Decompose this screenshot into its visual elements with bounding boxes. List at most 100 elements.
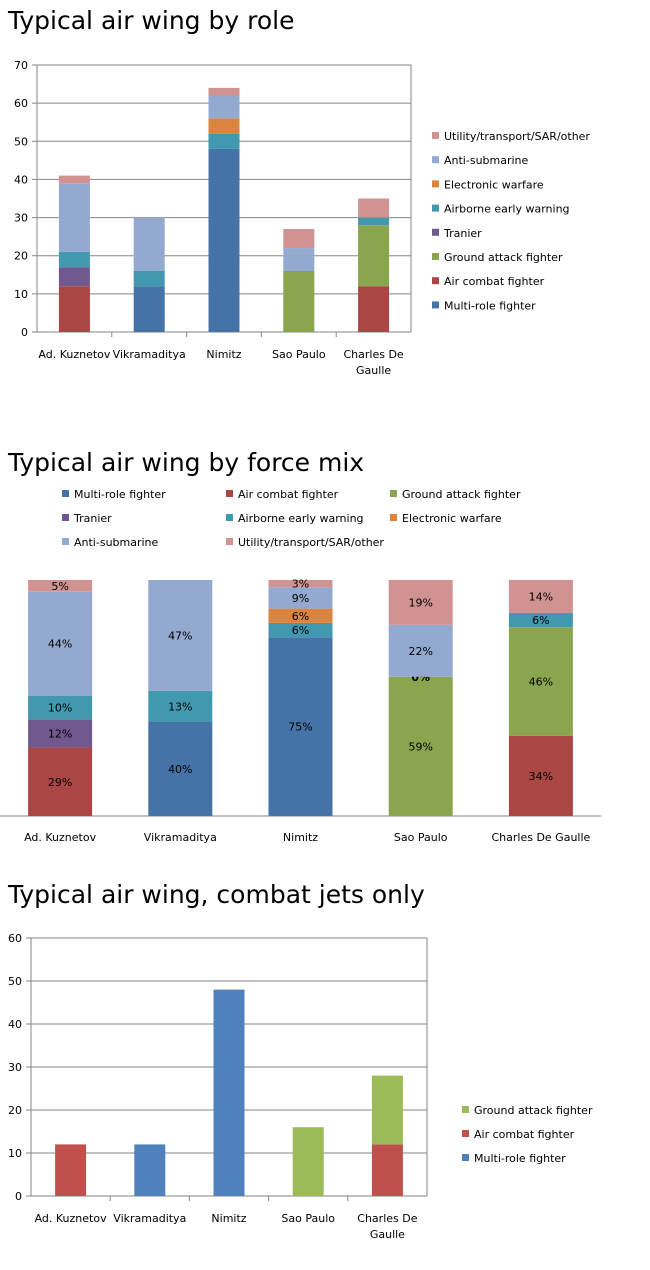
data-label: 29%	[48, 776, 72, 789]
data-label: 19%	[408, 596, 432, 609]
bar-segment	[371, 1144, 403, 1196]
legend-swatch	[432, 301, 439, 309]
bar-segment	[133, 217, 165, 271]
y-tick-label: 20	[8, 1104, 22, 1117]
legend-label: Ground attack fighter	[474, 1104, 593, 1117]
x-tick-label: Sao Paulo	[281, 1212, 335, 1225]
bar-segment	[508, 735, 573, 816]
y-tick-label: 10	[14, 288, 28, 301]
bar-segment	[283, 270, 315, 332]
data-label: 3%	[292, 578, 309, 591]
bar-segment	[148, 690, 213, 722]
legend-swatch	[226, 514, 233, 521]
legend-swatch	[432, 204, 439, 212]
legend-label: Multi-role fighter	[444, 299, 536, 312]
legend-label: Multi-role fighter	[474, 1152, 566, 1165]
bar-segment	[283, 229, 315, 249]
legend-swatch	[226, 490, 233, 497]
data-label: 40%	[168, 763, 192, 776]
y-tick-label: 50	[8, 975, 22, 988]
legend-label: Tranier	[443, 227, 482, 240]
bar-segment	[388, 624, 453, 677]
bar-segment	[148, 721, 213, 816]
bar-segment	[268, 637, 333, 816]
legend-label: Utility/transport/SAR/other	[238, 536, 384, 549]
legend-label: Air combat fighter	[444, 275, 545, 288]
data-label: 13%	[168, 700, 192, 713]
y-tick-label: 0	[21, 326, 28, 339]
legend-label: Electronic warfare	[402, 512, 502, 525]
data-label: 5%	[51, 580, 68, 593]
data-label: 6%	[532, 614, 549, 627]
chart-force-mix: Multi-role fighter Air combat fighter Grou…	[0, 488, 601, 844]
bar-segment	[508, 580, 573, 614]
y-tick-label: 30	[14, 212, 28, 225]
bar-segment	[208, 95, 240, 119]
bar-segment	[208, 148, 240, 332]
x-tick-label: Sao Paulo	[272, 348, 326, 361]
bar-segment	[268, 622, 333, 638]
data-label: 47%	[168, 629, 192, 642]
x-tick-label: Ad. Kuznetov	[24, 831, 97, 844]
x-tick-label: Nimitz	[283, 831, 318, 844]
chart1-title: Typical air wing by role	[8, 6, 295, 35]
legend-label: Ground attack fighter	[444, 251, 563, 264]
y-tick-label: 30	[8, 1061, 22, 1074]
chart2-title: Typical air wing by force mix	[8, 448, 365, 477]
data-label: 12%	[48, 727, 72, 740]
bar-segment	[358, 217, 390, 226]
legend-label: Airborne early warning	[444, 203, 570, 216]
x-tick-label: Vikramaditya	[144, 831, 217, 844]
bar-segment	[58, 251, 90, 268]
bar-segment	[28, 591, 93, 696]
data-label: 75%	[288, 721, 312, 734]
legend-label: Anti-submarine	[444, 154, 529, 167]
bar-segment	[148, 580, 213, 691]
bar-segment	[208, 133, 240, 149]
legend-swatch	[62, 538, 69, 545]
x-tick-label: Vikramaditya	[113, 348, 186, 361]
legend-swatch	[390, 514, 397, 521]
bar-segment	[133, 270, 165, 287]
data-label: 6%	[292, 624, 309, 637]
bar-segment	[55, 1144, 87, 1196]
bar-segment	[58, 286, 90, 332]
bar-segment	[268, 608, 333, 623]
y-tick-label: 60	[8, 932, 22, 945]
bar-segment	[213, 989, 245, 1196]
bar-segment	[292, 1127, 324, 1196]
bar-segment	[358, 198, 390, 218]
bar-segment	[268, 587, 333, 609]
data-label: 34%	[529, 770, 553, 783]
bar-segment	[58, 267, 90, 287]
x-tick-label: Gaulle	[356, 364, 391, 377]
x-tick-label: Vikramaditya	[113, 1212, 186, 1225]
legend-label: Airborne early warning	[238, 512, 364, 525]
bar-segment	[358, 286, 390, 332]
bar-segment	[133, 286, 165, 332]
legend-swatch	[432, 156, 439, 164]
y-tick-label: 40	[8, 1018, 22, 1031]
legend-swatch	[432, 228, 439, 236]
bar-segment	[388, 676, 453, 816]
legend-label: Air combat fighter	[474, 1128, 575, 1141]
legend-swatch	[432, 180, 439, 188]
legend-label: Tranier	[73, 512, 112, 525]
bar-segment	[358, 225, 390, 287]
x-tick-label: Charles De	[357, 1212, 417, 1225]
x-tick-label: Ad. Kuznetov	[38, 348, 111, 361]
bar-segment	[28, 719, 93, 748]
x-tick-label: Charles De Gaulle	[491, 831, 590, 844]
legend-swatch	[462, 1130, 469, 1137]
bar-segment	[388, 580, 453, 625]
bar-segment	[28, 747, 93, 816]
x-tick-label: Nimitz	[206, 348, 241, 361]
data-label: 9%	[292, 592, 309, 605]
bar-segment	[371, 1075, 403, 1145]
legend-swatch	[432, 277, 439, 285]
bar-segment	[28, 695, 93, 720]
legend-swatch	[62, 490, 69, 497]
data-label: 6%	[292, 610, 309, 623]
y-tick-label: 40	[14, 173, 28, 186]
